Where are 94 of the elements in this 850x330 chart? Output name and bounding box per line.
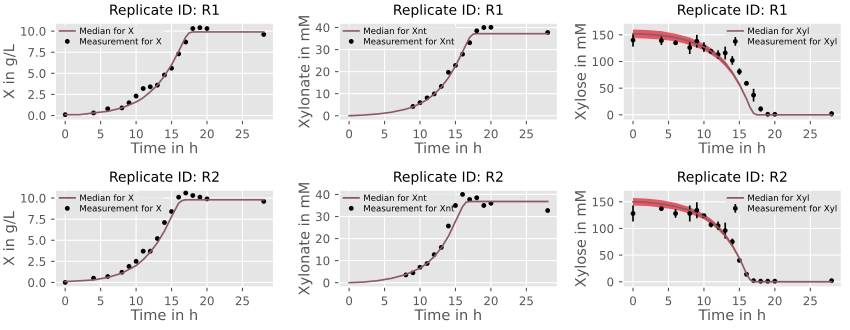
x-tick-label: 10: [414, 296, 427, 306]
x-axis-title: Time in h: [130, 308, 197, 320]
y-tick-label: 150: [592, 197, 614, 206]
legend-label: Median for X: [80, 27, 134, 34]
x-tick-label: 20: [768, 296, 782, 306]
y-tick-label: 150: [592, 30, 614, 40]
x-tick-label: 10: [130, 296, 143, 306]
legend-label: Measurement for Xyl: [748, 38, 836, 46]
x-tick-label: 15: [733, 130, 746, 138]
y-tick-label: 100: [592, 224, 614, 234]
y-tick-label: 20: [316, 67, 330, 76]
y-tick-label: 30: [316, 212, 330, 222]
legend-label: Measurement for Xyl: [748, 204, 836, 214]
legend-label: Median for Xnt: [364, 194, 426, 202]
x-tick-label: 10: [698, 129, 711, 138]
y-tick-label: 0.0: [28, 278, 46, 288]
y-tick-label: 10: [316, 89, 330, 98]
y-tick-label: 100: [592, 57, 614, 66]
y-axis-title: X in g/L: [3, 211, 18, 266]
x-axis-title: Time in h: [130, 142, 197, 154]
chart-title: Replicate ID: R1: [394, 4, 503, 18]
x-tick-label: 0: [630, 129, 636, 138]
y-tick-label: 5.0: [28, 69, 46, 78]
legend-label: Median for Xyl: [748, 27, 809, 36]
x-tick-label: 0: [62, 296, 68, 306]
y-tick-label: 40: [316, 23, 330, 32]
x-tick-label: 10: [698, 296, 711, 306]
x-tick-label: 15: [165, 296, 178, 306]
y-tick-label: 5.0: [28, 236, 46, 245]
x-tick-label: 15: [449, 296, 462, 306]
x-axis-title: Time in h: [414, 308, 481, 320]
y-tick-label: 7.5: [28, 215, 46, 224]
y-axis-title: Xylose in mM: [574, 24, 589, 120]
x-tick-label: 20: [768, 129, 782, 138]
y-tick-label: 0: [323, 111, 330, 120]
x-tick-label: 0: [346, 296, 352, 306]
y-tick-label: 0: [607, 277, 614, 286]
chart-title: Replicate ID: R2: [678, 171, 786, 185]
x-tick-label: 5: [98, 296, 104, 306]
y-tick-label: 7.5: [28, 48, 46, 57]
legend-label: Measurement for Xnt: [364, 38, 454, 45]
x-tick-label: 10: [130, 129, 143, 138]
x-tick-label: 20: [200, 129, 214, 138]
y-tick-label: 20: [316, 234, 330, 244]
x-tick-label: 20: [200, 296, 214, 306]
legend-label: Median for X: [80, 194, 134, 202]
chart-title: Replicate ID: R1: [678, 4, 787, 18]
x-tick-label: 25: [520, 296, 533, 306]
y-axis-title: Xylonate in mM: [298, 16, 312, 128]
y-tick-label: 0: [323, 278, 330, 288]
y-tick-label: 10: [316, 256, 330, 266]
chart-title: Replicate ID: R1: [110, 4, 219, 18]
x-tick-label: 25: [804, 296, 817, 306]
x-tick-label: 0: [630, 296, 636, 306]
x-tick-label: 0: [62, 129, 68, 138]
x-tick-label: 0: [346, 129, 352, 138]
x-axis-title: Time in h: [698, 308, 765, 320]
x-tick-label: 15: [165, 130, 178, 138]
x-tick-label: 25: [804, 129, 817, 138]
legend-label: Median for Xyl: [748, 194, 809, 203]
legend-label: Measurement for X: [80, 204, 162, 212]
y-tick-label: 0: [607, 110, 614, 120]
y-tick-label: 50: [600, 84, 614, 93]
legend-label: Median for Xnt: [364, 27, 426, 34]
y-tick-label: 0.0: [28, 111, 46, 120]
y-axis-title: X in g/L: [3, 44, 18, 99]
chart-title: Replicate ID: R2: [394, 171, 502, 185]
x-tick-label: 5: [666, 130, 672, 138]
y-tick-label: 10.0: [21, 26, 46, 36]
y-axis-title: Xylonate in mM: [298, 183, 312, 296]
x-tick-label: 5: [98, 130, 104, 138]
y-tick-label: 2.5: [28, 90, 46, 100]
y-axis-title: Xylose in mM: [574, 191, 589, 287]
y-tick-label: 2.5: [28, 257, 46, 266]
x-tick-label: 5: [382, 296, 388, 306]
y-tick-label: 50: [600, 250, 614, 260]
y-tick-label: 30: [316, 45, 330, 54]
x-tick-label: 25: [236, 296, 249, 306]
x-tick-label: 15: [733, 296, 746, 306]
x-tick-label: 25: [520, 129, 533, 138]
legend-label: Measurement for X: [80, 38, 162, 45]
x-tick-label: 25: [236, 129, 249, 138]
x-tick-label: 5: [382, 130, 388, 138]
chart-title: Replicate ID: R2: [110, 171, 219, 185]
x-axis-title: Time in h: [698, 142, 765, 154]
x-tick-label: 20: [484, 129, 498, 138]
x-tick-label: 15: [449, 130, 462, 138]
legend-label: Measurement for Xnt: [364, 204, 454, 212]
y-tick-label: 10.0: [21, 194, 46, 203]
x-tick-label: 20: [484, 296, 498, 306]
x-tick-label: 5: [666, 296, 672, 306]
y-tick-label: 40: [316, 190, 330, 200]
x-axis-title: Time in h: [414, 142, 481, 154]
x-tick-label: 10: [414, 129, 427, 138]
